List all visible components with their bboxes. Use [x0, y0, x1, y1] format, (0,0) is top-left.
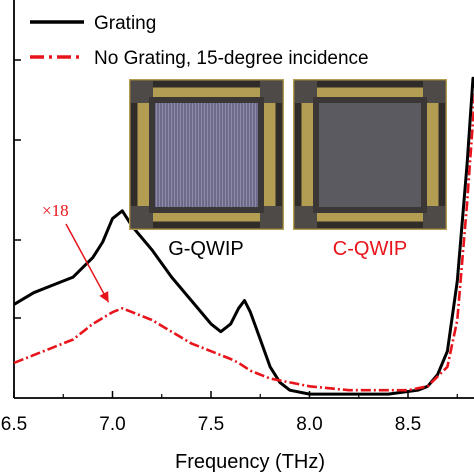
annotation-label: ×18 [42, 201, 69, 220]
legend-label-grating: Grating [94, 13, 156, 34]
corrugated-chip-photo [293, 79, 447, 230]
inset-c-qwip: C-QWIP [293, 79, 447, 260]
x-tick-label: 7.0 [99, 414, 125, 435]
x-tick-label: 6.5 [1, 414, 27, 435]
x-tick-label: 8.0 [296, 414, 322, 435]
inset-g-qwip: G-QWIP [129, 79, 284, 260]
inset-label-g-qwip: G-QWIP [168, 238, 244, 260]
inset-label-c-qwip: C-QWIP [333, 238, 407, 260]
legend-label-no-grating: No Grating, 15-degree incidence [94, 48, 369, 69]
annotation-arrowhead [99, 291, 109, 303]
series-line-grating [13, 76, 474, 396]
x-tick-label: 8.5 [395, 414, 421, 435]
x-axis-title: Frequency (THz) [175, 451, 325, 473]
x-tick-label: 7.5 [198, 414, 224, 435]
grating-chip-photo [129, 79, 284, 230]
series-line-no-grating [13, 88, 474, 392]
annotation-arrow [65, 223, 110, 303]
scale-annotation: ×18 [42, 201, 110, 303]
legend: Grating No Grating, 15-degree incidence [30, 13, 369, 69]
